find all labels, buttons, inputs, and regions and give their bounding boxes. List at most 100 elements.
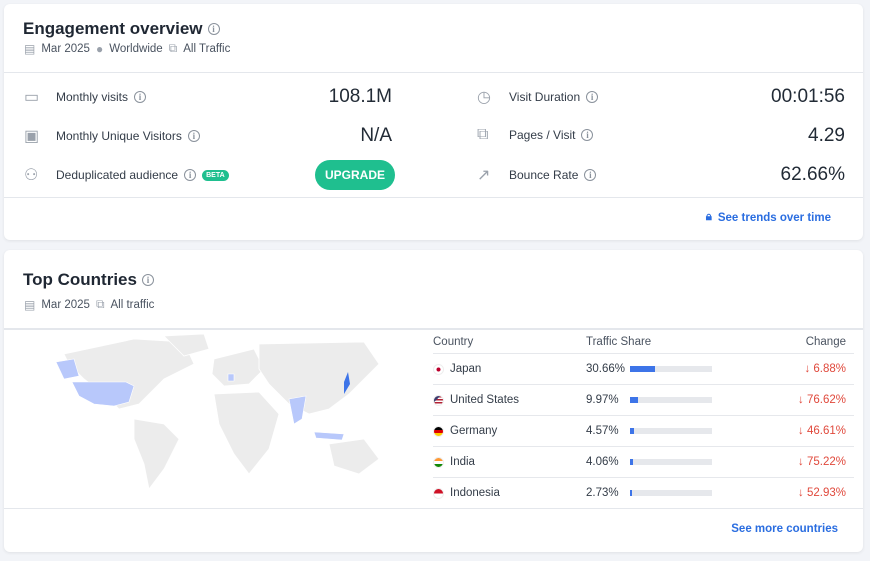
change-value: 6.88%	[813, 363, 846, 375]
change-cell: ↓ 76.62%	[712, 394, 854, 406]
see-more-countries-link[interactable]: See more countries	[731, 523, 838, 535]
info-icon[interactable]: i	[207, 23, 220, 35]
metric-visit-duration: ◷ Visit Duration i	[477, 87, 599, 107]
map-indonesia	[313, 431, 345, 441]
map-india	[288, 395, 307, 425]
country-name[interactable]: United States	[450, 394, 520, 406]
flag-icon	[433, 425, 444, 437]
country-cell: Japan	[433, 363, 586, 375]
metric-label: Deduplicated audience	[56, 168, 179, 182]
devices-icon: ⧉	[95, 297, 105, 311]
divider	[4, 328, 863, 330]
country-name[interactable]: Germany	[450, 425, 498, 437]
metric-label: Monthly Unique Visitors	[56, 129, 182, 143]
metric-monthly-visits: ▭ Monthly visits i	[24, 87, 147, 107]
traffic-share-fill	[630, 397, 639, 403]
top-countries-card: Top Countries i ▤ Mar 2025 ⧉ All traffic Co…	[4, 250, 863, 552]
country-name[interactable]: India	[450, 456, 475, 468]
info-icon[interactable]: i	[134, 91, 147, 103]
stopwatch-icon: ◷	[477, 89, 491, 106]
flag-icon	[433, 394, 444, 406]
calendar-icon: ▭	[24, 89, 40, 106]
table-row[interactable]: United States 9.97% ↓ 76.62%	[433, 385, 854, 416]
map-asia	[258, 341, 380, 415]
table-row[interactable]: Indonesia 2.73% ↓ 52.93%	[433, 478, 854, 509]
info-icon[interactable]: i	[584, 169, 597, 181]
traffic-share-bar	[630, 366, 712, 372]
title-text: Engagement overview	[23, 19, 203, 38]
divider	[4, 508, 863, 509]
traffic-share-value: 30.66%	[586, 363, 626, 375]
calendar-icon: ▤	[24, 41, 36, 56]
map-europe	[211, 348, 265, 387]
engagement-title: Engagement overview i	[23, 19, 220, 39]
upgrade-button[interactable]: UPGRADE	[315, 160, 395, 190]
date-filter: Mar 2025	[41, 42, 90, 55]
flag-icon	[433, 487, 444, 499]
change-cell: ↓ 46.61%	[712, 425, 854, 437]
map-japan	[344, 372, 350, 394]
info-icon[interactable]: i	[141, 274, 154, 286]
metric-deduplicated-audience: ⚇ Deduplicated audience i BETA	[24, 165, 229, 185]
metric-value: 00:01:56	[771, 86, 845, 107]
metric-label: Bounce Rate	[509, 168, 579, 182]
beta-badge: BETA	[202, 169, 229, 181]
change-value: 46.61%	[806, 425, 846, 437]
info-icon[interactable]: i	[581, 129, 594, 141]
countries-title: Top Countries i	[23, 270, 154, 290]
country-name[interactable]: Japan	[450, 363, 482, 375]
users-icon: ⚇	[24, 167, 39, 184]
traffic-share-value: 4.57%	[586, 425, 619, 437]
table-row[interactable]: Germany 4.57% ↓ 46.61%	[433, 416, 854, 447]
traffic-share-bar	[630, 459, 712, 465]
map-greenland	[163, 334, 210, 357]
change-value: 52.93%	[806, 487, 846, 499]
change-value: 75.22%	[806, 456, 846, 468]
traffic-share-value: 2.73%	[586, 487, 619, 499]
arrow-down-icon: ↓	[798, 394, 807, 406]
link-text: See more countries	[731, 523, 838, 535]
traffic-share-bar	[630, 397, 712, 403]
see-trends-link[interactable]: 🔒︎ See trends over time	[706, 211, 831, 224]
traffic-share-fill	[630, 366, 656, 372]
info-icon[interactable]: i	[586, 91, 599, 103]
lock-icon: 🔒︎	[705, 211, 712, 223]
arrow-down-icon: ↓	[798, 487, 807, 499]
user-card-icon: ▣	[24, 128, 40, 145]
world-map[interactable]	[44, 334, 389, 494]
info-icon[interactable]: i	[187, 130, 200, 142]
map-germany	[227, 373, 235, 382]
metric-value: 4.29	[808, 125, 845, 146]
traffic-filter: All Traffic	[183, 42, 231, 55]
map-alaska	[55, 358, 80, 380]
table-row[interactable]: India 4.06% ↓ 75.22%	[433, 447, 854, 478]
flag-icon	[433, 363, 444, 375]
table-row[interactable]: Japan 30.66% ↓ 6.88%	[433, 354, 854, 385]
traffic-share-fill	[630, 428, 634, 434]
traffic-share-value: 9.97%	[586, 394, 619, 406]
header-change[interactable]: Change	[805, 335, 846, 348]
flag-icon	[433, 456, 444, 468]
filters: ▤ Mar 2025 ● Worldwide ⧉ All Traffic	[24, 41, 230, 56]
change-cell: ↓ 75.22%	[712, 456, 854, 468]
country-cell: Indonesia	[433, 487, 586, 499]
metric-label: Monthly visits	[56, 90, 129, 104]
traffic-filter: All traffic	[110, 298, 155, 311]
metric-unique-visitors: ▣ Monthly Unique Visitors i	[24, 126, 200, 146]
country-cell: Germany	[433, 425, 586, 437]
map-united-states	[71, 381, 135, 407]
country-cell: India	[433, 456, 586, 468]
countries-table: Country Traffic Share Change Japan 30.66…	[433, 330, 854, 509]
traffic-share-bar	[630, 428, 712, 434]
header-country[interactable]: Country	[433, 335, 474, 348]
country-name[interactable]: Indonesia	[450, 487, 500, 499]
header-traffic-share[interactable]: Traffic Share	[586, 335, 652, 348]
info-icon[interactable]: i	[184, 169, 197, 181]
change-cell: ↓ 52.93%	[712, 487, 854, 499]
traffic-share-fill	[630, 490, 633, 496]
link-text: See trends over time	[717, 211, 831, 224]
arrow-down-icon: ↓	[798, 425, 807, 437]
metric-value: N/A	[360, 125, 392, 146]
divider	[4, 197, 863, 198]
map-australia	[328, 438, 380, 475]
